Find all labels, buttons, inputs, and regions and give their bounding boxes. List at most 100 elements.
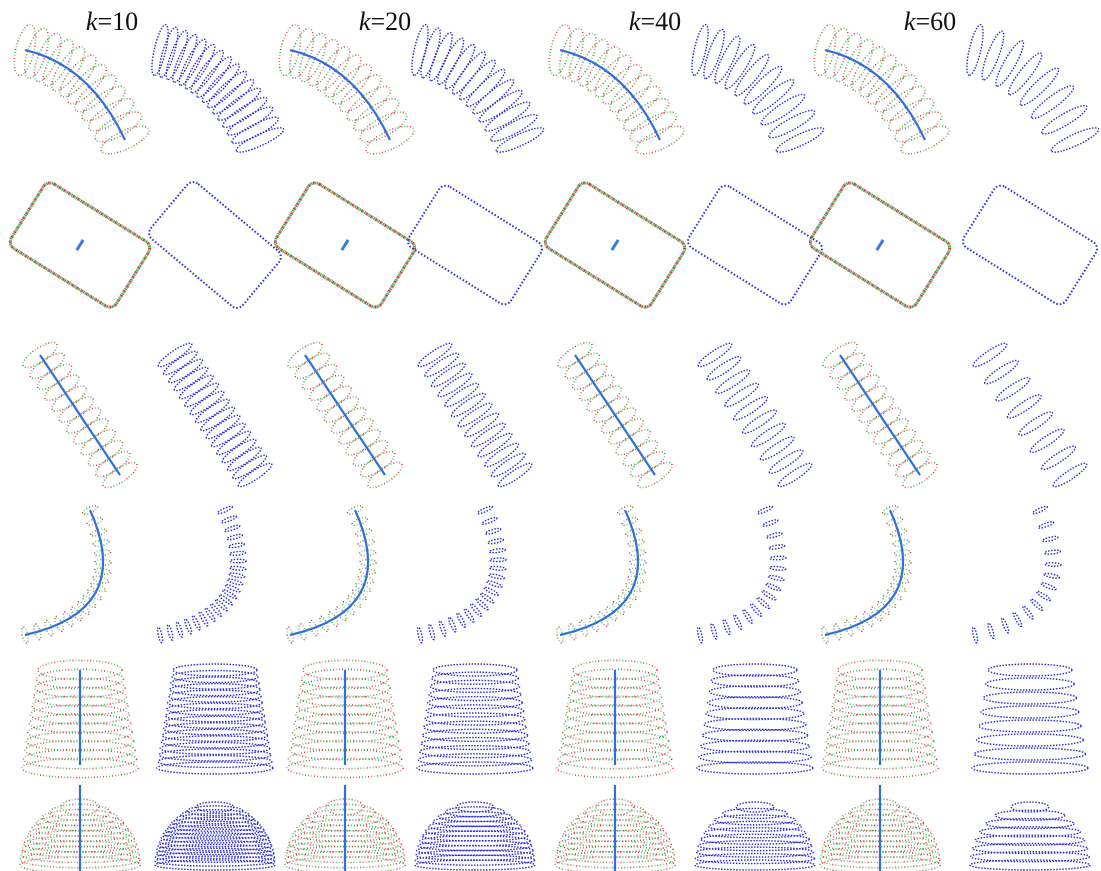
cloud-ring [230, 566, 246, 571]
point-cloud-source [7, 180, 152, 310]
cloud-ring [722, 619, 731, 635]
cloud-ring [731, 394, 769, 424]
point-cloud-result [417, 505, 507, 643]
cloud-points [99, 458, 140, 492]
skeleton [825, 50, 925, 140]
point-cloud-result [149, 23, 286, 156]
point-cloud-result [695, 802, 815, 870]
cloud-ring [234, 124, 286, 156]
cloud-ring [422, 831, 528, 841]
cloud-ring [490, 558, 506, 562]
cloud-ring [220, 93, 270, 131]
point-cloud-source [284, 338, 405, 492]
point-cloud-result [972, 505, 1062, 643]
cloud-ring [756, 596, 770, 609]
cloud-ring [215, 84, 264, 124]
point-cloud-source [285, 504, 376, 643]
point-cloud-result [155, 802, 275, 870]
cloud-ring [425, 826, 525, 836]
cloud-ring [470, 76, 517, 118]
column-headers: k=10k=20k=40k=60 [86, 7, 956, 36]
cloud-ring [750, 603, 763, 617]
point-cloud-result [157, 664, 273, 774]
point-cloud-source [820, 504, 911, 643]
cloud-ring [463, 66, 509, 110]
cloud-ring [697, 627, 704, 643]
header-symbol: k [86, 7, 98, 36]
cloud-ring [1028, 426, 1066, 456]
cloud-ring [230, 559, 246, 563]
header-value: =60 [915, 7, 956, 36]
cloud-ring [424, 721, 527, 733]
cloud-ring [986, 678, 1075, 690]
point-cloud-result [417, 664, 533, 774]
point-cloud-source [542, 180, 687, 310]
point-cloud-result [146, 179, 284, 311]
cloud-rings [146, 179, 284, 311]
point-cloud-result [696, 340, 814, 490]
cloud-ring [1039, 443, 1077, 473]
cloud-ring [757, 505, 773, 515]
cloud-ring [972, 762, 1088, 774]
header-value: =40 [640, 7, 681, 36]
header-symbol: k [359, 7, 371, 36]
cloud-ring [426, 30, 457, 82]
skeleton [342, 240, 348, 250]
header-value: =10 [97, 7, 138, 36]
cloud-ring [710, 623, 718, 639]
cloud-ring [188, 388, 226, 418]
cloud-ring [177, 372, 215, 402]
cloud-ring [762, 519, 778, 528]
cloud-ring [230, 551, 246, 556]
skeleton [575, 355, 655, 475]
cloud-ring [1040, 582, 1056, 591]
cloud-ring [224, 524, 240, 532]
cloud-ring [766, 106, 817, 141]
cloud-ring [696, 847, 813, 857]
cloud-ring [156, 340, 194, 370]
cloud-ring [704, 718, 806, 730]
cloud-ring [218, 594, 233, 607]
cloud-ring [157, 627, 164, 643]
cloud-ring [162, 29, 191, 82]
point-cloud-result [416, 340, 534, 490]
cloud-ring [449, 49, 490, 97]
cloud-ring [209, 420, 247, 450]
cloud-ring [761, 590, 776, 601]
skeleton [612, 240, 618, 250]
point-cloud-result [157, 505, 247, 643]
point-cloud-panels [7, 23, 1101, 871]
cloud-ring [158, 755, 272, 767]
cloud-ring [988, 664, 1072, 676]
cloud-ring [229, 572, 245, 579]
cloud-ring [191, 615, 201, 631]
cloud-ring [733, 614, 743, 630]
skeleton [40, 355, 120, 475]
cloud-ring [1017, 409, 1055, 439]
point-cloud-result [697, 505, 787, 643]
point-cloud-source [557, 660, 673, 777]
cloud-ring [485, 527, 501, 535]
point-cloud-source [20, 504, 111, 643]
cloud-ring [441, 42, 479, 92]
cloud-ring [199, 404, 237, 434]
cloud-ring [229, 113, 280, 147]
column-header: k=10 [86, 7, 138, 36]
cloud-ring [193, 396, 231, 426]
cloud-ring [227, 533, 243, 540]
cloud-ring [456, 57, 499, 103]
cloud-ring [992, 38, 1028, 89]
cloud-ring [767, 447, 805, 477]
skeleton [877, 240, 883, 250]
cloud-ring [488, 538, 504, 545]
cloud-ring [1044, 550, 1060, 555]
cloud-ring [1017, 65, 1062, 109]
point-cloud-source [285, 785, 405, 871]
cloud-ring [489, 548, 505, 554]
cloud-ring [161, 736, 268, 748]
cloud-ring [222, 589, 238, 600]
cloud-ring [723, 380, 761, 410]
cloud-ring [689, 23, 712, 76]
point-cloud-source [820, 785, 940, 871]
cloud-ring [1005, 392, 1043, 422]
